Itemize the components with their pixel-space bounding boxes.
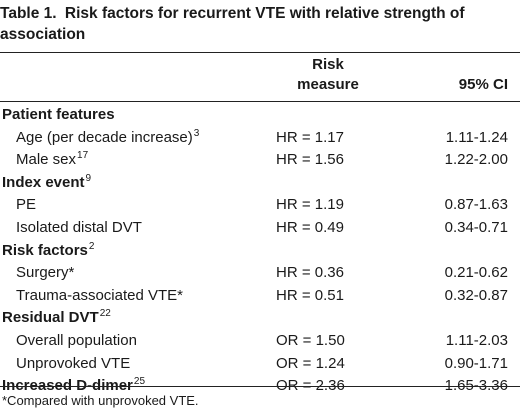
ci-cell: 1.11-2.03 <box>445 332 508 349</box>
row-label-text: Overall population <box>16 332 137 349</box>
table-row: Trauma-associated VTE* HR = 0.51 0.32-0.87 <box>0 285 520 307</box>
section-row: Increased D-dimer25 OR = 2.36 1.65-3.36 <box>0 375 520 397</box>
risk-measure-cell: OR = 1.50 <box>276 332 345 349</box>
section-row: Residual DVT22 <box>0 307 520 329</box>
row-label: Index event9 <box>2 172 91 194</box>
ci-cell: 1.65-3.36 <box>444 377 508 395</box>
table-row: PE HR = 1.19 0.87-1.63 <box>0 194 520 216</box>
section-row: Patient features <box>0 104 520 126</box>
reference-superscript: 17 <box>77 150 89 162</box>
bottom-rule <box>0 386 520 387</box>
table-row: Overall population OR = 1.50 1.11-2.03 <box>0 330 520 352</box>
row-label-text: Trauma-associated VTE* <box>16 286 184 304</box>
row-label: Overall population <box>16 330 137 352</box>
row-label-text: Index event <box>2 173 85 191</box>
row-label-text: Male sex <box>16 151 77 169</box>
row-label-text: Unprovoked VTE <box>16 354 131 372</box>
table-row: Unprovoked VTE OR = 1.24 0.90-1.71 <box>0 353 520 375</box>
header-risk-line2: measure <box>297 76 359 93</box>
row-label: Male sex17 <box>16 149 88 171</box>
row-label-text: Residual DVT <box>2 309 99 327</box>
ci-cell: 1.11-1.24 <box>445 128 508 146</box>
risk-measure-cell: HR = 1.19 <box>276 196 344 214</box>
row-label: Trauma-associated VTE* <box>16 285 183 307</box>
header-risk-measure: Risk measure <box>273 55 383 95</box>
reference-superscript: 22 <box>99 308 111 320</box>
header-ci: 95% CI <box>458 76 508 93</box>
reference-superscript: 25 <box>133 376 146 388</box>
row-label: Residual DVT22 <box>2 307 111 329</box>
table-footnote: *Compared with unprovoked VTE. <box>2 393 199 408</box>
row-label-text: Patient features <box>2 106 115 123</box>
ci-cell: 0.34-0.71 <box>444 219 508 236</box>
risk-measure-cell: HR = 1.56 <box>276 151 344 169</box>
row-label: Risk factors2 <box>2 240 94 262</box>
risk-measure-cell: OR = 1.24 <box>276 354 345 372</box>
reference-superscript: 2 <box>88 240 95 252</box>
reference-superscript: 3 <box>193 127 200 139</box>
row-label: Unprovoked VTE <box>16 353 130 375</box>
risk-measure-cell: HR = 0.49 <box>276 219 344 236</box>
row-label: PE <box>16 194 36 216</box>
table-row: Age (per decade increase)3 HR = 1.17 1.11-… <box>0 127 520 149</box>
ci-cell: 0.32-0.87 <box>444 286 508 304</box>
section-row: Index event9 <box>0 172 520 194</box>
row-label-text: Risk factors <box>2 241 88 259</box>
ci-cell: 1.22-2.00 <box>444 151 508 169</box>
row-label: Age (per decade increase)3 <box>16 127 199 149</box>
ci-cell: 0.21-0.62 <box>444 264 508 282</box>
header-rule <box>0 101 520 102</box>
risk-measure-cell: HR = 0.36 <box>276 264 344 282</box>
row-label-text: Age (per decade increase) <box>16 128 193 146</box>
row-label: Isolated distal DVT <box>16 217 142 239</box>
header-risk-line1: Risk <box>312 56 344 73</box>
table-title: Risk factors for recurrent VTE with rela… <box>0 5 465 43</box>
top-rule <box>0 52 520 53</box>
ci-cell: 0.90-1.71 <box>444 354 508 372</box>
row-label-text: Surgery* <box>16 264 75 282</box>
table-caption: Table 1. Risk factors for recurrent VTE … <box>0 3 515 45</box>
row-label-text: Increased D-dimer <box>2 377 133 395</box>
row-label-text: Isolated distal DVT <box>16 219 142 236</box>
table-row: Isolated distal DVT HR = 0.49 0.34-0.71 <box>0 217 520 239</box>
risk-measure-cell: HR = 0.51 <box>276 286 344 304</box>
row-label-text: PE <box>16 196 37 214</box>
ci-cell: 0.87-1.63 <box>444 196 508 214</box>
risk-measure-cell: HR = 1.17 <box>276 128 344 146</box>
reference-superscript: 9 <box>85 172 92 184</box>
risk-measure-cell: OR = 2.36 <box>276 377 345 395</box>
table-row: Surgery* HR = 0.36 0.21-0.62 <box>0 262 520 284</box>
section-row: Risk factors2 <box>0 240 520 262</box>
table-number: Table 1. <box>0 5 57 22</box>
row-label: Increased D-dimer25 <box>2 375 145 397</box>
row-label: Patient features <box>2 104 115 126</box>
row-label: Surgery* <box>16 262 74 284</box>
table-row: Male sex17 HR = 1.56 1.22-2.00 <box>0 149 520 171</box>
